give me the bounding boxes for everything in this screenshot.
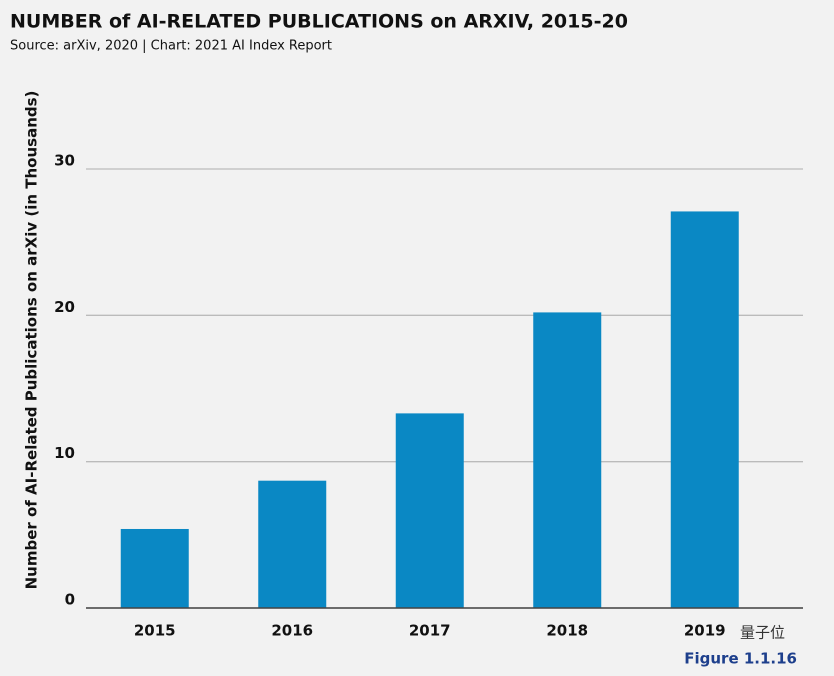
y-tick-label: 20	[54, 298, 75, 316]
watermark: 量子位	[740, 624, 785, 642]
x-tick-label: 2015	[134, 622, 176, 640]
x-tick-label: 2019	[684, 622, 726, 640]
figure-label: Figure 1.1.16	[684, 650, 797, 668]
y-axis-label: Number of AI-Related Publications on arX…	[23, 91, 41, 590]
y-tick-label: 10	[54, 444, 75, 462]
x-tick-label: 2018	[546, 622, 588, 640]
bar	[533, 312, 602, 608]
y-tick-label: 30	[54, 152, 75, 170]
bar	[670, 211, 739, 609]
chart-title: NUMBER of AI-RELATED PUBLICATIONS on ARX…	[10, 11, 628, 33]
bar	[258, 480, 327, 608]
x-tick-label: 2017	[409, 622, 451, 640]
y-tick-label: 0	[65, 591, 75, 609]
chart-subtitle: Source: arXiv, 2020 | Chart: 2021 AI Ind…	[10, 39, 332, 54]
bar	[120, 528, 189, 608]
x-tick-label: 2016	[271, 622, 313, 640]
bar	[395, 413, 464, 608]
